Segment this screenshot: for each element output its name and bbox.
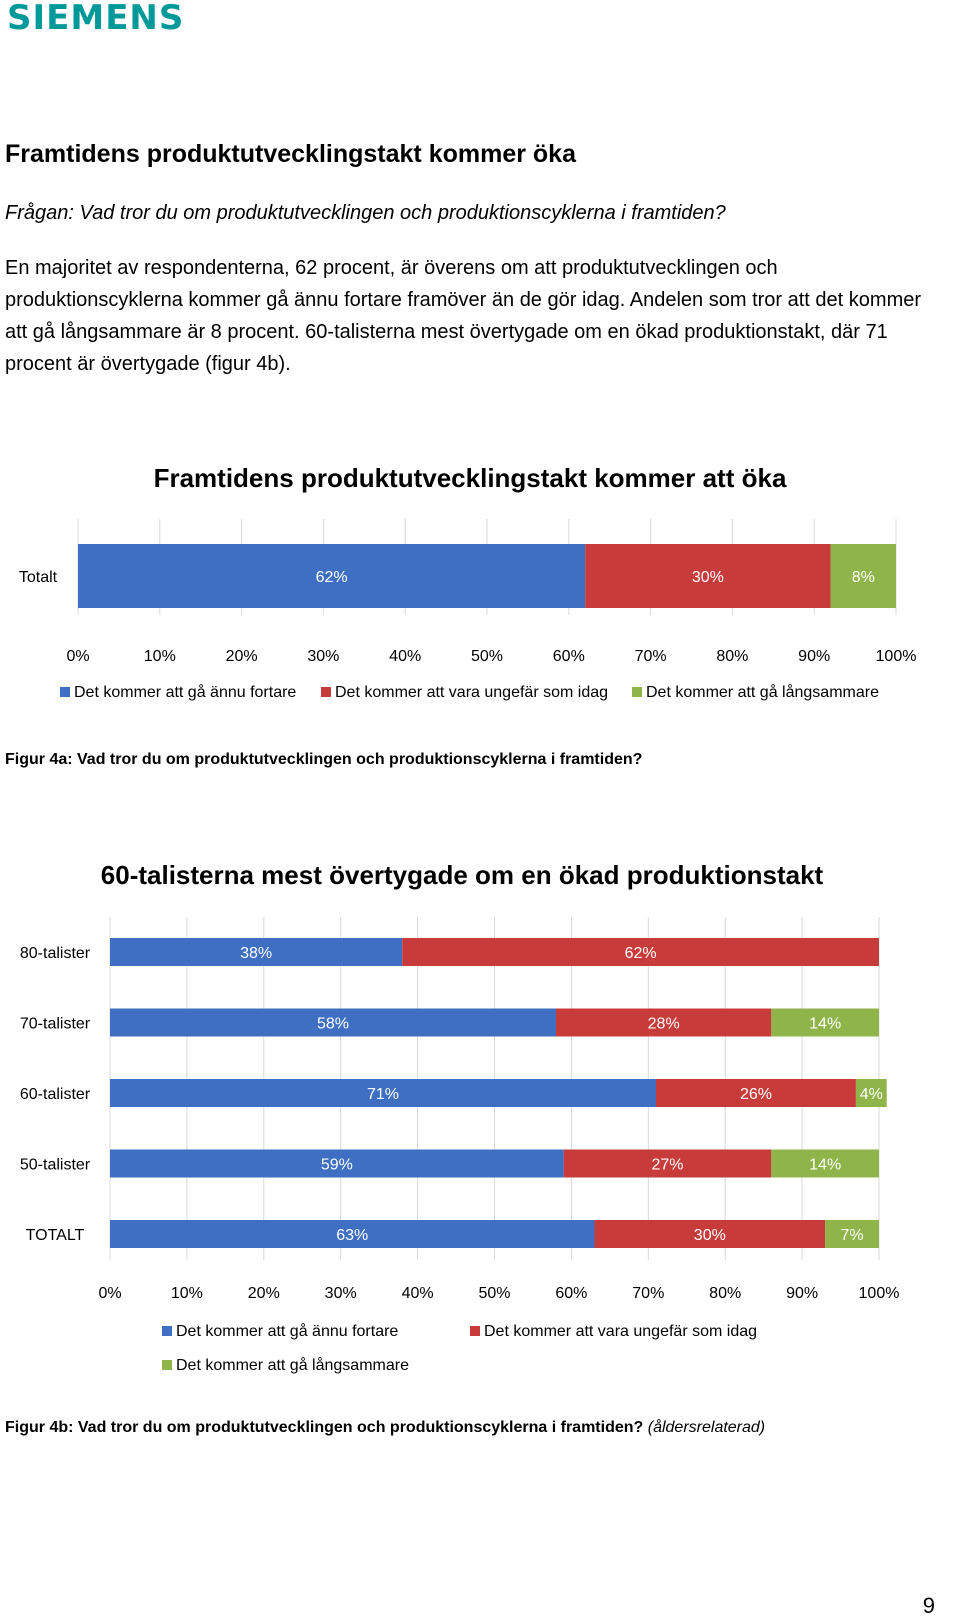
category-label: 50-talister <box>20 1157 91 1174</box>
legend-swatch <box>632 687 642 697</box>
category-label: Totalt <box>19 569 58 586</box>
x-tick-label: 60% <box>555 1285 587 1302</box>
x-tick-label: 10% <box>171 1285 203 1302</box>
bar-segment <box>594 1220 826 1248</box>
bar-segment <box>110 1008 557 1037</box>
data-label: 14% <box>809 1016 841 1033</box>
bar-segment <box>110 938 403 966</box>
data-label: 8% <box>852 569 875 586</box>
data-label: 58% <box>317 1016 349 1033</box>
legend-label: Det kommer att gå långsammare <box>176 1357 409 1374</box>
chart-figure-4b: 60-talisterna mest övertygade om en ökad… <box>0 855 960 1405</box>
category-label: 60-talister <box>20 1086 91 1103</box>
data-label: 62% <box>625 945 657 962</box>
data-label: 14% <box>809 1157 841 1174</box>
x-tick-label: 20% <box>248 1285 280 1302</box>
x-tick-label: 40% <box>389 648 421 665</box>
data-label: 71% <box>367 1086 399 1103</box>
siemens-logo: SIEMENS <box>7 0 185 38</box>
legend-swatch <box>470 1326 480 1336</box>
bar-segment <box>855 1079 887 1107</box>
data-label: 26% <box>740 1086 772 1103</box>
data-label: 30% <box>692 569 724 586</box>
bar-segment <box>110 1079 656 1107</box>
figure-4b-caption-suffix: (åldersrelaterad) <box>647 1419 766 1436</box>
legend-label: Det kommer att vara ungefär som idag <box>484 1323 758 1340</box>
legend-swatch <box>162 1360 172 1370</box>
chart-title: 60-talisterna mest övertygade om en ökad… <box>101 860 824 890</box>
bar-segment <box>771 1149 879 1178</box>
bar-segment <box>110 1149 564 1178</box>
legend-label: Det kommer att gå långsammare <box>646 684 879 701</box>
page-heading: Framtidens produktutvecklingstakt kommer… <box>5 140 576 168</box>
bar-segment <box>556 1008 772 1037</box>
bar-segment <box>655 1079 856 1107</box>
data-label: 27% <box>652 1157 684 1174</box>
legend-swatch <box>60 687 70 697</box>
chart-title: Framtidens produktutvecklingstakt kommer… <box>154 463 787 493</box>
x-tick-label: 30% <box>307 648 339 665</box>
bar-segment <box>110 1220 595 1248</box>
figure-4a-caption: Figur 4a: Vad tror du om produktutveckli… <box>5 751 643 768</box>
x-tick-label: 80% <box>716 648 748 665</box>
x-tick-label: 0% <box>98 1285 121 1302</box>
data-label: 30% <box>694 1227 726 1244</box>
data-label: 63% <box>336 1227 368 1244</box>
x-tick-label: 50% <box>478 1285 510 1302</box>
x-tick-label: 100% <box>876 648 917 665</box>
x-tick-label: 20% <box>226 648 258 665</box>
legend-item-same: Det kommer att vara ungefär som idag <box>321 684 608 702</box>
category-label: TOTALT <box>26 1227 85 1244</box>
legend-item-faster: Det kommer att gå ännu fortare <box>162 1323 398 1341</box>
bar-segment <box>771 1008 879 1037</box>
x-tick-label: 60% <box>553 648 585 665</box>
x-tick-label: 90% <box>798 648 830 665</box>
chart-4b-svg: 60-talisterna mest övertygade om en ökad… <box>20 860 900 1302</box>
intro-paragraph: En majoritet av respondenterna, 62 proce… <box>5 257 922 375</box>
data-label: 28% <box>648 1016 680 1033</box>
chart-4b-legend: Det kommer att gå ännu fortare Det komme… <box>0 1323 960 1383</box>
data-label: 7% <box>841 1227 864 1244</box>
bar-segment <box>830 544 896 608</box>
x-tick-label: 70% <box>635 648 667 665</box>
bar-segment <box>585 544 831 608</box>
data-label: 38% <box>240 945 272 962</box>
figure-4b-caption: Figur 4b: Vad tror du om produktutveckli… <box>5 1419 765 1437</box>
chart-figure-4a: Framtidens produktutvecklingstakt kommer… <box>0 455 960 755</box>
legend-item-same: Det kommer att vara ungefär som idag <box>470 1323 757 1341</box>
legend-item-slower: Det kommer att gå långsammare <box>632 684 879 702</box>
data-label: 62% <box>316 569 348 586</box>
bar-segment <box>402 938 879 966</box>
question-text: Frågan: Vad tror du om produktutveckling… <box>5 202 726 224</box>
x-tick-label: 70% <box>632 1285 664 1302</box>
x-tick-label: 90% <box>786 1285 818 1302</box>
data-label: 59% <box>321 1157 353 1174</box>
data-label: 4% <box>860 1086 883 1103</box>
x-tick-label: 30% <box>325 1285 357 1302</box>
bar-segment <box>825 1220 879 1248</box>
legend-item-slower: Det kommer att gå långsammare <box>162 1357 409 1375</box>
category-label: 80-talister <box>20 945 91 962</box>
legend-label: Det kommer att gå ännu fortare <box>74 684 297 701</box>
x-tick-label: 100% <box>859 1285 900 1302</box>
x-tick-label: 80% <box>709 1285 741 1302</box>
x-tick-label: 0% <box>66 648 89 665</box>
legend-swatch <box>321 687 331 697</box>
chart-4a-svg: Framtidens produktutvecklingstakt kommer… <box>19 463 917 665</box>
chart-4a-legend: Det kommer att gå ännu fortare Det komme… <box>0 684 960 708</box>
category-label: 70-talister <box>20 1016 91 1033</box>
legend-swatch <box>162 1326 172 1336</box>
legend-label: Det kommer att vara ungefär som idag <box>335 684 609 701</box>
figure-4b-caption-text: Figur 4b: Vad tror du om produktutveckli… <box>5 1419 644 1436</box>
bar-segment <box>563 1149 772 1178</box>
x-tick-label: 10% <box>144 648 176 665</box>
legend-item-faster: Det kommer att gå ännu fortare <box>60 684 296 702</box>
legend-label: Det kommer att gå ännu fortare <box>176 1323 399 1340</box>
page-number: 9 <box>922 1593 935 1618</box>
bar-segment <box>78 544 586 608</box>
x-tick-label: 50% <box>471 648 503 665</box>
x-tick-label: 40% <box>402 1285 434 1302</box>
